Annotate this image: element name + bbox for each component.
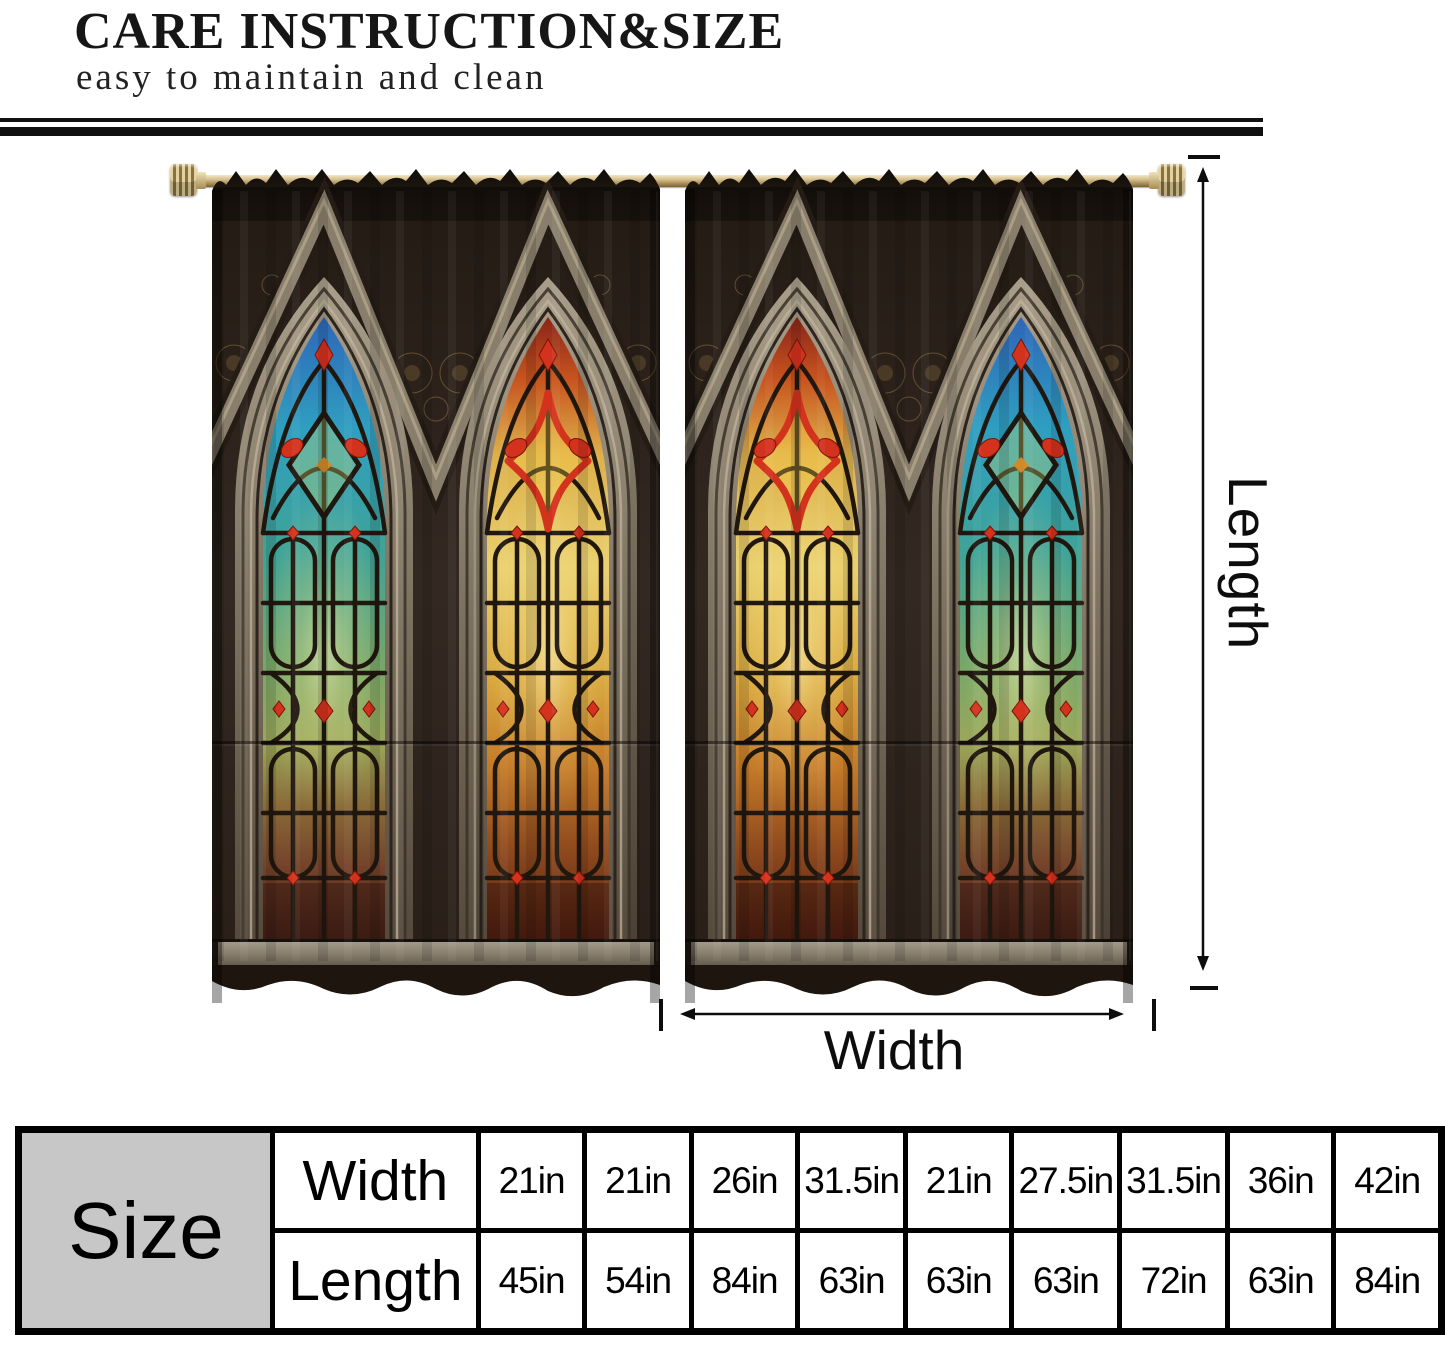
length-arrowhead-up-icon [1197,167,1209,182]
stained-glass-window-blue [932,277,1110,943]
width-value: 31.5in [1117,1127,1230,1233]
rod-finial-right [1158,164,1185,196]
width-value: 36in [1224,1127,1337,1233]
page-subtitle: easy to maintain and clean [76,57,547,98]
width-value: 21in [475,1127,588,1233]
rod-collar-left [196,172,206,189]
length-value: 63in [1224,1228,1337,1334]
stained-glass-window-blue [235,277,413,943]
length-value: 54in [582,1228,694,1334]
length-value: 72in [1117,1228,1230,1334]
divider-line-thin [0,118,1263,122]
width-value: 31.5in [795,1127,908,1233]
rod-finial-left [170,164,197,196]
page-title: CARE INSTRUCTION&SIZE [74,3,785,60]
length-value: 45in [475,1228,588,1334]
length-value: 84in [688,1228,801,1334]
width-label: Width [823,1019,965,1081]
curtain-panel-left-art [212,163,660,1003]
width-value: 27.5in [1009,1127,1123,1233]
width-arrowhead-right-icon [1109,1008,1124,1020]
curtain-panel-right [685,163,1133,1003]
size-table: Size Width 21in 21in 26in 31.5in 21in 27… [15,1126,1445,1335]
length-value: 84in [1331,1228,1444,1334]
table-row-width: Size Width 21in 21in 26in 31.5in 21in 27… [16,1127,1444,1334]
divider-line-thick [0,127,1263,136]
size-corner-cell: Size [16,1127,275,1334]
stained-glass-window-fire [708,277,886,943]
table-row-length: Length 45in 54in 84in 63in 63in 63in 72i… [19,1228,1444,1334]
width-value: 42in [1331,1127,1444,1233]
length-value: 63in [902,1228,1015,1334]
stained-glass-window-fire [459,277,637,943]
length-arrowhead-down-icon [1197,956,1209,971]
width-value: 21in [582,1127,694,1233]
length-value: 63in [795,1228,908,1334]
width-value: 26in [688,1127,801,1233]
rod-collar-right [1149,172,1159,189]
curtain-panel-right-art [685,163,1133,1003]
curtain-panel-left [212,163,660,1003]
length-label: Length [1217,476,1279,651]
length-row-label: Length [269,1228,481,1334]
length-value: 63in [1009,1228,1123,1334]
width-row-label: Width [269,1127,481,1233]
width-arrowhead-left-icon [680,1008,695,1020]
width-value: 21in [902,1127,1015,1233]
